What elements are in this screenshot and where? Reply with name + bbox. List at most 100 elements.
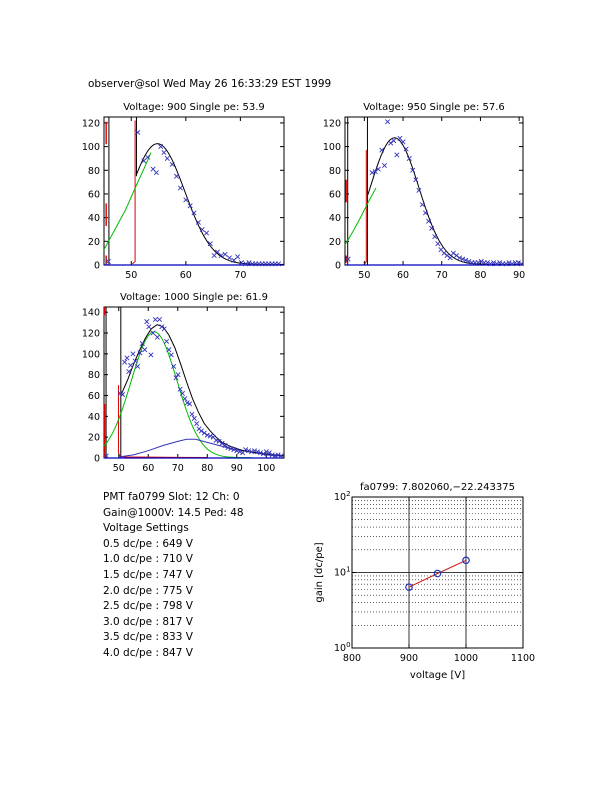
x-marker [105,258,111,264]
x-marker [187,401,193,407]
x-marker [175,372,181,378]
y-tick-label: 60 [329,189,341,200]
x-marker [228,446,234,452]
x-marker [158,144,164,150]
y-tick-label: 40 [329,213,341,224]
y-tick-label: 40 [88,412,100,423]
x-marker [447,255,453,261]
x-marker [275,452,281,458]
y-tick-label: 60 [88,189,100,200]
timestamp-header: observer@sol Wed May 26 16:33:29 EST 199… [88,78,332,90]
x-marker [207,433,213,439]
spectrum-1000-chart: Voltage: 1000 Single pe: 61.9 50 60 70 80 90 1… [64,289,296,488]
x-marker [484,260,490,266]
x-marker [444,253,450,259]
x-marker [183,197,189,203]
gain-data-point [462,556,470,565]
x-marker [416,187,422,193]
x-tick-label: 900 [400,653,418,664]
x-tick-label: 100 [257,463,275,474]
x-marker [179,390,186,396]
x-marker [171,363,177,369]
x-marker [207,241,213,247]
y-tick-label: 0 [335,261,341,272]
x-tick-label: 60 [142,463,154,474]
x-tick-label: 1000 [454,653,478,664]
x-tick-label: 70 [172,463,184,474]
x-tick-label: 50 [113,463,125,474]
x-marker [213,437,219,443]
x-marker [177,185,183,191]
x-tick-label: 60 [180,270,192,281]
x-marker [137,350,143,356]
x-marker [272,453,278,459]
info-line: 1.0 dc/pe : 710 V [103,553,193,566]
y-tick-label: 100 [82,142,100,153]
chart-title: Voltage: 950 Single pe: 57.6 [363,102,505,113]
x-marker [237,449,243,455]
chart-svg: Voltage: 950 Single pe: 57.6 50 60 70 80 90 0 2… [323,102,525,281]
x-marker [198,428,204,434]
x-marker [491,260,497,266]
x-marker [515,260,521,266]
x-tick-label: 800 [343,653,361,664]
x-marker [164,155,170,161]
info-line: 0.5 dc/pe : 649 V [103,537,193,550]
x-marker [257,450,263,456]
x-marker [234,448,240,454]
x-tick-label: 70 [436,270,448,281]
x-marker [478,258,484,264]
x-marker [103,453,109,459]
x-marker [246,448,252,454]
x-marker [135,129,141,135]
gain-curve-chart: fa0799: 7.802060,−22.243375 800 900 1000 110… [308,479,537,694]
x-marker [460,256,466,262]
x-marker [453,253,459,259]
chart-svg: Voltage: 1000 Single pe: 61.9 50 60 70 80 90 1… [82,292,285,474]
x-marker [278,453,284,459]
x-marker [503,261,509,267]
x-marker [195,219,201,225]
x-marker [243,261,249,267]
x-marker [260,451,266,457]
x-marker [204,432,210,438]
x-marker [457,255,463,261]
gain-fit-line [408,559,467,588]
x-marker [122,359,128,365]
x-marker [419,202,425,208]
x-marker [494,261,500,267]
axes-box [103,116,285,266]
x-marker [166,347,172,353]
y-axis-label: gain [dc/pe] [314,542,325,602]
x-marker [372,168,378,174]
info-line: 2.0 dc/pe : 775 V [103,584,193,597]
axes-box [344,116,524,266]
x-marker [148,352,154,358]
x-marker [161,326,167,332]
info-line: 2.5 dc/pe : 798 V [103,600,193,613]
x-marker [429,225,435,231]
x-marker [142,347,148,353]
x-marker [182,396,188,402]
x-marker [435,241,441,247]
x-marker [177,386,183,392]
x-marker [385,119,391,125]
chart-title: fa0799: 7.802060,−22.243375 [360,482,515,493]
x-marker [191,210,197,216]
x-marker [410,167,416,173]
pmt-info-block: PMT fa0799 Slot: 12 Ch: 0 Gain@1000V: 14.… [103,490,244,662]
x-marker [222,442,228,449]
x-marker [463,257,469,263]
x-marker [391,138,397,144]
info-line: PMT fa0799 Slot: 12 Ch: 0 [103,491,240,503]
x-marker [161,150,167,156]
info-line: 4.0 dc/pe : 847 V [103,646,193,659]
x-marker [254,449,260,455]
chart-title: Voltage: 1000 Single pe: 61.9 [120,292,268,303]
x-marker [379,147,385,153]
x-marker [231,447,237,453]
spectrum-950-chart: Voltage: 950 Single pe: 57.6 50 60 70 80 90 0 2… [305,99,535,295]
x-marker [403,146,409,152]
x-marker [506,260,512,266]
x-marker [222,251,228,257]
